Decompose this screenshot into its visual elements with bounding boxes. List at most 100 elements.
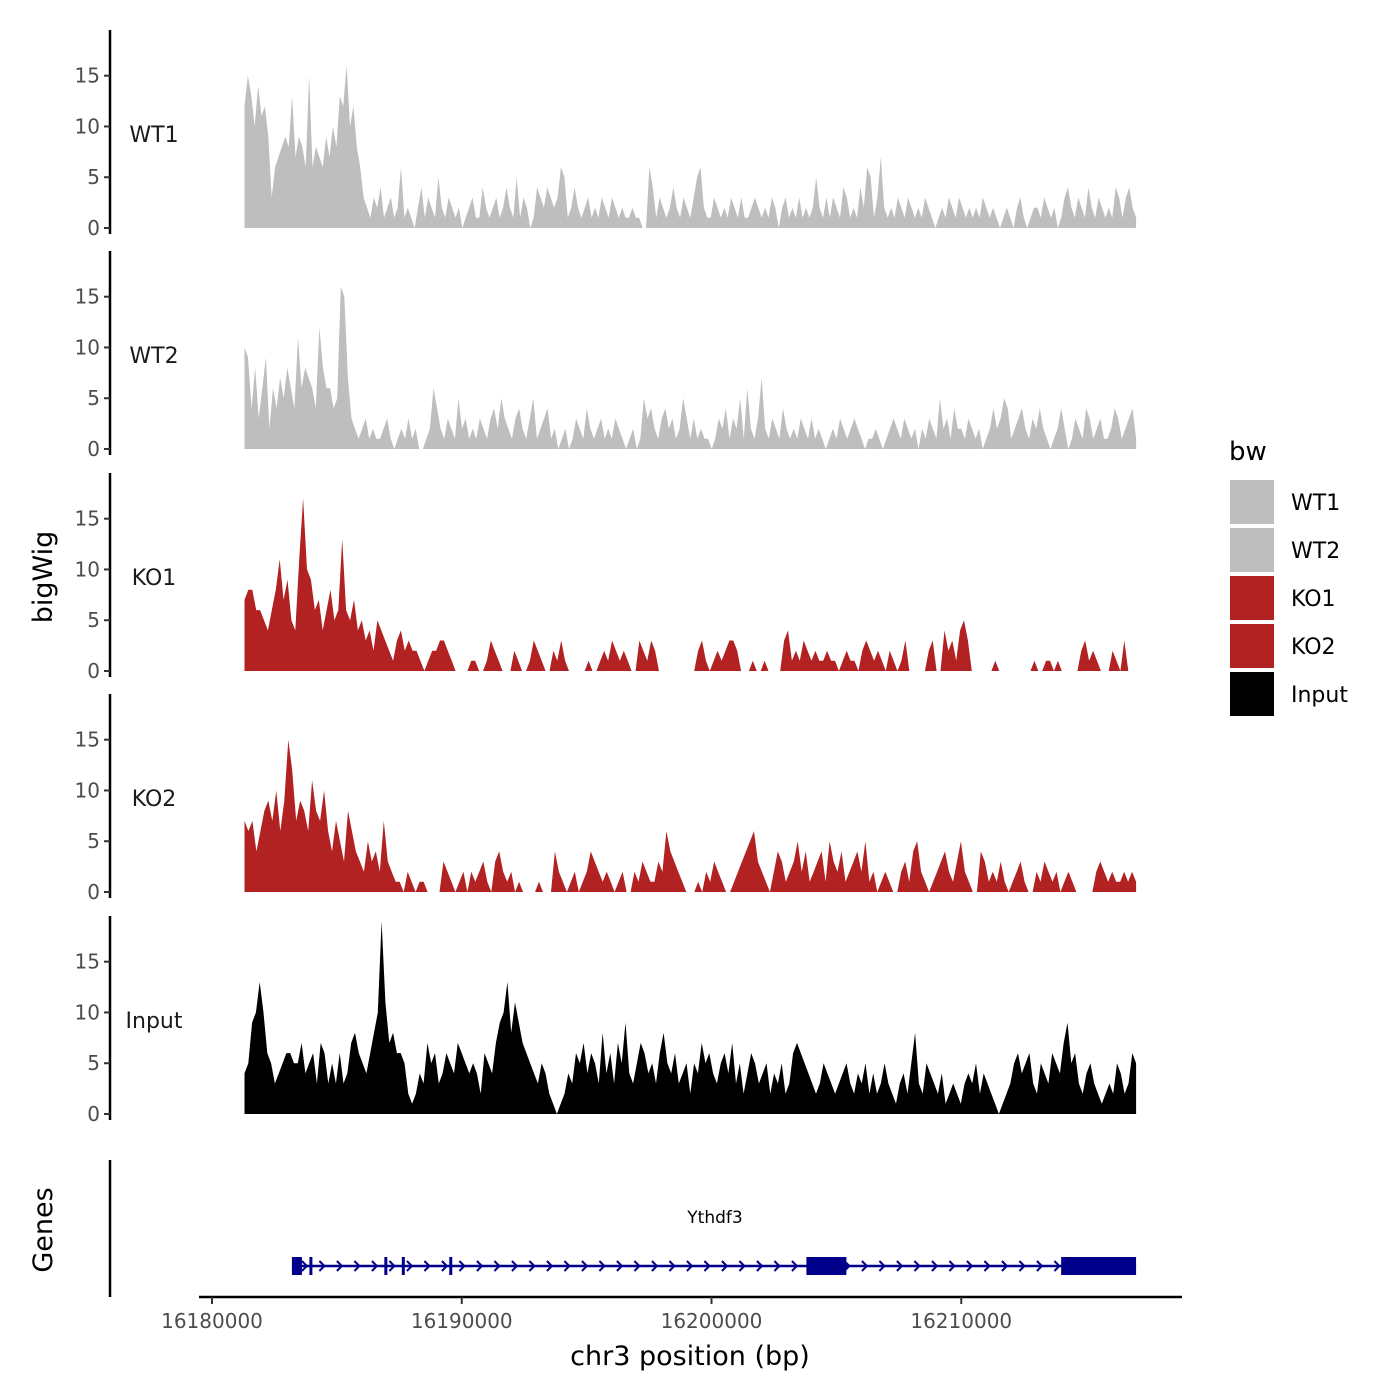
track-ko2: 0 5 10 15 KO2: [75, 694, 1137, 904]
signal-area-ko2: [244, 739, 1137, 892]
track-input: 0 5 10 15 Input: [75, 916, 1137, 1126]
x-axis-title: chr3 position (bp): [570, 1341, 810, 1372]
strand-arrow: [598, 1260, 606, 1272]
strand-arrow: [1001, 1260, 1009, 1272]
x-axis: 16180000 16190000 16200000 16210000: [161, 1295, 1182, 1333]
x-tick-label: 16200000: [661, 1309, 763, 1333]
gene-exon: [291, 1257, 302, 1275]
strand-arrow: [633, 1260, 641, 1272]
legend-label-ko2: KO2: [1291, 635, 1336, 660]
track-label-ko2: KO2: [132, 787, 177, 812]
y-tick-label: 10: [75, 557, 100, 581]
strand-arrow: [388, 1260, 396, 1272]
y-tick-label: 10: [75, 335, 100, 359]
genes-axis-title: Genes: [28, 1187, 59, 1272]
strand-arrow: [353, 1260, 361, 1272]
legend-swatch-wt2: [1230, 528, 1274, 572]
track-label-ko1: KO1: [132, 566, 177, 591]
strand-arrow: [511, 1260, 519, 1272]
gene-exon: [806, 1257, 847, 1275]
x-tick-label: 16210000: [910, 1309, 1012, 1333]
x-tick-label: 16190000: [411, 1309, 513, 1333]
legend-swatch-ko2: [1230, 624, 1274, 668]
gene-exon: [309, 1257, 313, 1275]
legend-swatch-wt1: [1230, 480, 1274, 524]
signal-area-wt1: [244, 65, 1137, 228]
y-tick-label: 10: [75, 778, 100, 802]
strand-arrow: [896, 1260, 904, 1272]
y-tick-label: 5: [87, 1051, 100, 1075]
track-ko1: 0 5 10 15 KO1: [75, 473, 1137, 683]
legend-label-input: Input: [1291, 683, 1348, 708]
y-tick-label: 15: [75, 950, 100, 974]
strand-arrow: [406, 1260, 414, 1272]
gene-name-label: Ythdf3: [686, 1208, 742, 1228]
legend-label-ko1: KO1: [1291, 587, 1336, 612]
gene-exon: [384, 1257, 388, 1275]
legend-title: bw: [1229, 437, 1267, 467]
strand-arrow: [738, 1260, 746, 1272]
y-tick-label: 15: [75, 728, 100, 752]
y-axis-title: bigWig: [28, 531, 59, 624]
strand-arrow: [1036, 1260, 1044, 1272]
strand-arrow: [1053, 1260, 1061, 1272]
strand-arrow: [686, 1260, 694, 1272]
strand-arrow: [878, 1260, 886, 1272]
y-tick-label: 0: [87, 880, 100, 904]
legend-swatch-ko1: [1230, 576, 1274, 620]
y-tick-label: 15: [75, 285, 100, 309]
genes-track: Ythdf3: [108, 1160, 1137, 1297]
legend-swatch-input: [1230, 672, 1274, 716]
signal-area-input: [244, 921, 1137, 1114]
gene-exon: [1061, 1257, 1137, 1275]
strand-arrow: [458, 1260, 466, 1272]
strand-arrow: [318, 1260, 326, 1272]
strand-arrow: [423, 1260, 431, 1272]
strand-arrow: [528, 1260, 536, 1272]
y-tick-label: 15: [75, 64, 100, 88]
track-label-input: Input: [126, 1009, 183, 1034]
gene-exon: [401, 1257, 405, 1275]
legend-label-wt1: WT1: [1291, 491, 1340, 516]
y-tick-label: 0: [87, 216, 100, 240]
legend: bw WT1 WT2 KO1 KO2 Input: [1229, 437, 1348, 716]
signal-tracks: 0 5 10 15 WT1 0 5 10 15 WT2 0 5 10 15 KO1 0 5 10 15 KO2 0 5 10…: [75, 30, 1137, 1126]
y-tick-label: 0: [87, 437, 100, 461]
track-label-wt2: WT2: [129, 344, 178, 369]
strand-arrow: [546, 1260, 554, 1272]
y-tick-label: 5: [87, 165, 100, 189]
strand-arrow: [703, 1260, 711, 1272]
strand-arrow: [721, 1260, 729, 1272]
strand-arrow: [563, 1260, 571, 1272]
strand-arrow: [371, 1260, 379, 1272]
strand-arrow: [948, 1260, 956, 1272]
track-wt1: 0 5 10 15 WT1: [75, 30, 1137, 240]
strand-arrow: [651, 1260, 659, 1272]
gene-exon: [449, 1257, 453, 1275]
strand-arrow: [616, 1260, 624, 1272]
y-tick-label: 5: [87, 608, 100, 632]
track-wt2: 0 5 10 15 WT2: [75, 251, 1137, 461]
y-tick-label: 0: [87, 659, 100, 683]
signal-area-ko1: [244, 498, 1137, 671]
strand-arrow: [581, 1260, 589, 1272]
y-tick-label: 5: [87, 386, 100, 410]
strand-arrow: [931, 1260, 939, 1272]
track-label-wt1: WT1: [129, 123, 178, 148]
strand-arrow: [791, 1260, 799, 1272]
strand-arrow: [441, 1260, 449, 1272]
y-tick-label: 10: [75, 114, 100, 138]
strand-arrow: [476, 1260, 484, 1272]
y-tick-label: 0: [87, 1102, 100, 1126]
strand-arrow: [861, 1260, 869, 1272]
y-tick-label: 10: [75, 1000, 100, 1024]
legend-label-wt2: WT2: [1291, 539, 1340, 564]
y-tick-label: 15: [75, 507, 100, 531]
strand-arrow: [756, 1260, 764, 1272]
signal-area-wt2: [244, 286, 1137, 449]
strand-arrow: [983, 1260, 991, 1272]
strand-arrow: [301, 1260, 309, 1272]
strand-arrow: [1018, 1260, 1026, 1272]
strand-arrow: [773, 1260, 781, 1272]
